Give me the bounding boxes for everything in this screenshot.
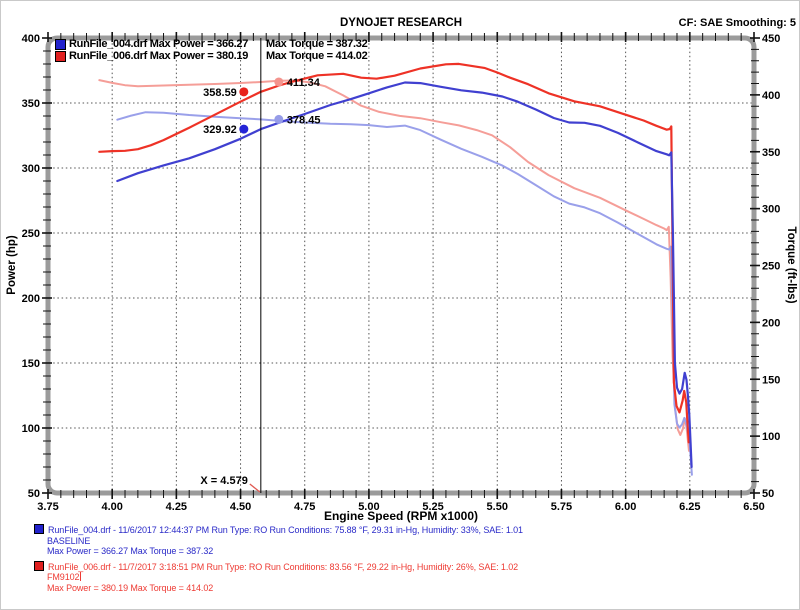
- curve-torque-0: [98, 79, 690, 452]
- marker-dot-329.92: [239, 124, 249, 134]
- run006-label-line[interactable]: FM9102: [47, 572, 82, 582]
- y-left-axis-title: Power (hp): [6, 235, 18, 295]
- curve-torque-1: [116, 111, 693, 476]
- svg-text:450: 450: [762, 33, 780, 45]
- run-annotations: RunFile_004.drf - 11/6/2017 12:44:37 PM …: [34, 524, 794, 597]
- svg-text:6.25: 6.25: [679, 501, 700, 513]
- run004-max-line: Max Power = 366.27 Max Torque = 387.32: [47, 546, 214, 556]
- run004-annotation: RunFile_004.drf - 11/6/2017 12:44:37 PM …: [34, 524, 794, 557]
- svg-text:100: 100: [762, 431, 780, 443]
- marker-label-411.34: 411.34: [287, 77, 321, 89]
- run006-max-line: Max Power = 380.19 Max Torque = 414.02: [47, 582, 214, 593]
- svg-text:200: 200: [762, 317, 780, 329]
- svg-text:4.50: 4.50: [230, 501, 251, 513]
- svg-text:6.00: 6.00: [615, 501, 636, 513]
- svg-text:4.75: 4.75: [294, 501, 315, 513]
- svg-text:150: 150: [762, 374, 780, 386]
- svg-text:150: 150: [22, 358, 40, 370]
- svg-text:250: 250: [22, 228, 40, 240]
- svg-text:50: 50: [762, 488, 774, 500]
- marker-label-329.92: 329.92: [203, 124, 237, 136]
- cursor-pointer-line: [249, 483, 261, 493]
- y-right-axis-title: Torque (ft-lbs): [785, 226, 797, 303]
- plot-frame: [45, 35, 757, 496]
- curve-power-3: [116, 81, 693, 469]
- axis-tick-labels: 3.75 4.00 4.25 4.50 4.75 5.00 5.25 5.50 5.75 6.00…: [22, 33, 781, 513]
- marker-dot-378.45: [274, 114, 284, 124]
- marker-dot-358.59: [239, 87, 249, 97]
- svg-text:400: 400: [22, 33, 40, 45]
- run004-color-chip-icon: [55, 38, 66, 50]
- svg-text:4.25: 4.25: [166, 501, 187, 513]
- text-cursor-caret: [80, 572, 82, 581]
- legend-run004-torque: Max Torque = 387.32: [266, 38, 368, 50]
- legend-row-run006: RunFile_006.drf Max Power = 380.19 Max T…: [55, 50, 368, 62]
- run004-label-line: BASELINE: [47, 535, 91, 546]
- svg-text:5.00: 5.00: [358, 501, 379, 513]
- marker-label-378.45: 378.45: [287, 114, 321, 126]
- svg-text:200: 200: [22, 293, 40, 305]
- marker-dot-411.34: [274, 77, 284, 87]
- legend-run006-torque: Max Torque = 414.02: [266, 50, 368, 62]
- run006-annotation: RunFile_006.drf - 11/7/2017 3:18:51 PM R…: [34, 560, 794, 594]
- run006-color-chip-icon: [34, 560, 44, 571]
- run006-conditions-line: RunFile_006.drf - 11/7/2017 3:18:51 PM R…: [34, 560, 794, 573]
- svg-text:300: 300: [22, 163, 40, 175]
- marker-label-358.59: 358.59: [203, 87, 237, 99]
- chart-title: DYNOJET RESEARCH: [340, 17, 462, 29]
- axis-ticks: [42, 32, 760, 499]
- run006-color-chip-icon: [55, 50, 66, 62]
- correction-smoothing-label: CF: SAE Smoothing: 5: [679, 17, 796, 29]
- cursor-x-label: X = 4.579: [200, 475, 247, 487]
- x-axis-title: Engine Speed (RPM x1000): [324, 509, 478, 523]
- gridlines: [49, 37, 753, 492]
- svg-text:5.50: 5.50: [487, 501, 508, 513]
- svg-text:400: 400: [762, 90, 780, 102]
- svg-text:250: 250: [762, 261, 780, 273]
- svg-text:5.25: 5.25: [422, 501, 443, 513]
- svg-text:6.50: 6.50: [743, 501, 764, 513]
- dyno-chart-plot[interactable]: DYNOJET RESEARCH CF: SAE Smoothing: 5 3.75…: [1, 1, 800, 523]
- legend-row-run004: RunFile_004.drf Max Power = 366.27 Max T…: [55, 38, 368, 50]
- chart-legend: RunFile_004.drf Max Power = 366.27 Max T…: [55, 38, 368, 62]
- curve-power-2: [98, 62, 690, 444]
- svg-text:350: 350: [762, 147, 780, 159]
- svg-text:5.75: 5.75: [551, 501, 572, 513]
- run004-color-chip-icon: [34, 524, 44, 534]
- svg-text:3.75: 3.75: [37, 501, 58, 513]
- svg-text:350: 350: [22, 98, 40, 110]
- svg-text:300: 300: [762, 204, 780, 216]
- run004-conditions-line: RunFile_004.drf - 11/6/2017 12:44:37 PM …: [34, 524, 794, 536]
- svg-text:100: 100: [22, 423, 40, 435]
- legend-run006-power: RunFile_006.drf Max Power = 380.19: [69, 50, 249, 62]
- svg-text:4.00: 4.00: [101, 501, 122, 513]
- legend-run004-power: RunFile_004.drf Max Power = 366.27: [69, 38, 249, 50]
- svg-text:50: 50: [28, 488, 40, 500]
